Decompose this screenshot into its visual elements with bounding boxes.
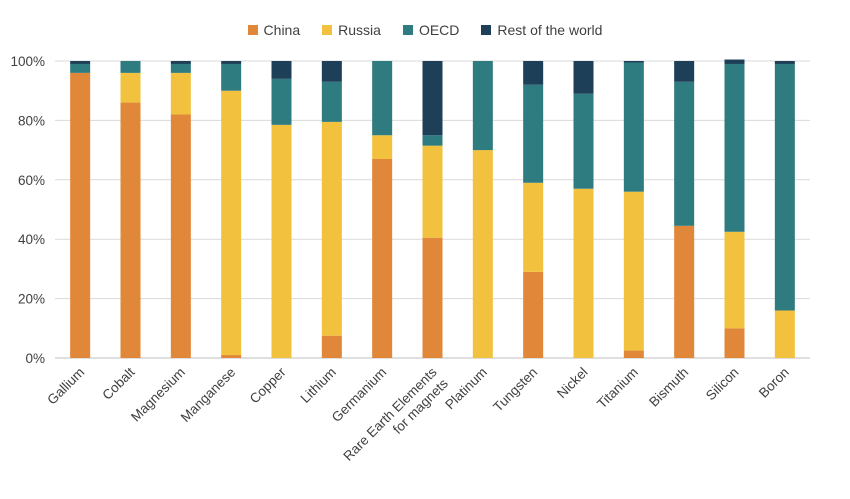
y-tick-label: 80% bbox=[18, 113, 45, 128]
bar-segment-oecd bbox=[724, 63, 745, 232]
bar-segment-rest-of-the-world bbox=[623, 61, 644, 63]
bar-segment-rest-of-the-world bbox=[170, 61, 191, 64]
bar-segment-oecd bbox=[674, 81, 695, 226]
bar-segment-oecd bbox=[573, 93, 594, 189]
y-tick-label: 100% bbox=[10, 54, 45, 69]
legend-item-rest-of-the-world: Rest of the world bbox=[481, 22, 602, 38]
bar-segment-russia bbox=[221, 90, 242, 356]
x-tick-label-line: Boron bbox=[756, 365, 792, 401]
x-tick-label: Silicon bbox=[703, 365, 742, 404]
bar-segment-russia bbox=[170, 72, 191, 115]
x-tick-label-line: Gallium bbox=[44, 365, 87, 408]
x-tick-label: Cobalt bbox=[99, 364, 137, 402]
bar-segment-russia bbox=[271, 124, 292, 358]
x-tick-label-line: Cobalt bbox=[99, 364, 137, 402]
legend: China Russia OECD Rest of the world bbox=[0, 18, 850, 42]
x-tick-label: Gallium bbox=[44, 365, 87, 408]
legend-label: China bbox=[263, 22, 301, 38]
bar-segment-oecd bbox=[321, 81, 342, 122]
bar-segment-china bbox=[221, 355, 242, 358]
bar-segment-china bbox=[372, 159, 393, 358]
y-tick-label: 20% bbox=[18, 292, 45, 307]
x-tick-label-line: Manganese bbox=[178, 365, 239, 426]
x-tick-label: Copper bbox=[247, 364, 289, 406]
x-tick-label-line: Titanium bbox=[594, 365, 641, 412]
y-tick-label: 0% bbox=[25, 351, 45, 366]
legend-label: Russia bbox=[338, 22, 381, 38]
legend-swatch bbox=[481, 25, 492, 35]
bar-segment-china bbox=[321, 335, 342, 358]
legend-swatch bbox=[322, 25, 333, 35]
legend-swatch bbox=[247, 25, 258, 35]
x-tick-label: Manganese bbox=[178, 365, 239, 426]
bar-segment-oecd bbox=[70, 63, 91, 73]
legend-item-oecd: OECD bbox=[402, 22, 460, 38]
bar-segment-china bbox=[70, 72, 91, 358]
bar-segment-oecd bbox=[774, 63, 795, 311]
bar-segment-russia bbox=[472, 150, 493, 358]
bar-segment-rest-of-the-world bbox=[674, 61, 695, 82]
legend-item-china: China bbox=[247, 22, 301, 38]
bar-segment-oecd bbox=[472, 61, 493, 151]
x-tick-label: Bismuth bbox=[646, 365, 691, 410]
x-tick-label-line: Bismuth bbox=[646, 365, 691, 410]
bar-segment-russia bbox=[724, 231, 745, 329]
bar-segment-oecd bbox=[623, 62, 644, 192]
x-tick-label: Boron bbox=[756, 365, 792, 401]
bar-segment-rest-of-the-world bbox=[221, 61, 242, 64]
x-tick-label-line: Copper bbox=[247, 364, 289, 406]
bar-segment-rest-of-the-world bbox=[573, 61, 594, 94]
bar-segment-oecd bbox=[372, 61, 393, 136]
bar-segment-china bbox=[170, 114, 191, 359]
bar-segment-russia bbox=[372, 135, 393, 160]
bar-segment-russia bbox=[422, 145, 443, 238]
bar-segment-china bbox=[724, 328, 745, 358]
bar-segment-china bbox=[674, 225, 695, 358]
bar-segment-rest-of-the-world bbox=[70, 61, 91, 64]
bar-segment-russia bbox=[120, 72, 141, 103]
x-tick-label-line: Platinum bbox=[442, 365, 490, 413]
x-tick-label: Platinum bbox=[442, 365, 490, 413]
bar-segment-oecd bbox=[120, 61, 141, 73]
x-tick-label: Nickel bbox=[554, 365, 591, 402]
x-tick-label: Lithium bbox=[298, 365, 339, 406]
bar-segment-russia bbox=[623, 191, 644, 351]
bar-segment-rest-of-the-world bbox=[422, 61, 443, 136]
bar-segment-oecd bbox=[523, 84, 544, 183]
bar-segment-rest-of-the-world bbox=[523, 61, 544, 85]
bar-segment-rest-of-the-world bbox=[321, 61, 342, 82]
legend-label: OECD bbox=[418, 22, 460, 38]
legend-item-russia: Russia bbox=[322, 22, 381, 38]
y-tick-label: 40% bbox=[18, 232, 45, 247]
bar-segment-china bbox=[623, 350, 644, 358]
bar-segment-russia bbox=[321, 121, 342, 336]
bar-segment-oecd bbox=[422, 135, 443, 146]
x-tick-label-line: Rare Earth Elements bbox=[340, 364, 439, 463]
bar-segment-china bbox=[120, 102, 141, 358]
bar-segment-russia bbox=[774, 310, 795, 358]
x-tick-label-line: Silicon bbox=[703, 365, 742, 404]
legend-swatch bbox=[402, 25, 413, 35]
bar-segment-china bbox=[422, 237, 443, 358]
legend-label: Rest of the world bbox=[497, 22, 603, 38]
bar-segment-oecd bbox=[221, 63, 242, 91]
bar-segment-rest-of-the-world bbox=[271, 61, 292, 79]
x-tick-label: Tungsten bbox=[490, 365, 540, 415]
bar-segment-china bbox=[523, 271, 544, 358]
bar-segment-oecd bbox=[271, 78, 292, 125]
x-tick-label-line: Lithium bbox=[298, 365, 339, 406]
x-tick-label-line: Nickel bbox=[554, 365, 591, 402]
bar-segment-rest-of-the-world bbox=[724, 59, 745, 64]
x-tick-label: Titanium bbox=[594, 365, 641, 412]
bar-segment-oecd bbox=[170, 63, 191, 73]
bar-segment-russia bbox=[523, 182, 544, 272]
bar-segment-rest-of-the-world bbox=[774, 61, 795, 64]
bar-segment-russia bbox=[573, 188, 594, 358]
x-tick-label-line: Tungsten bbox=[490, 365, 540, 415]
y-tick-label: 60% bbox=[18, 173, 45, 188]
